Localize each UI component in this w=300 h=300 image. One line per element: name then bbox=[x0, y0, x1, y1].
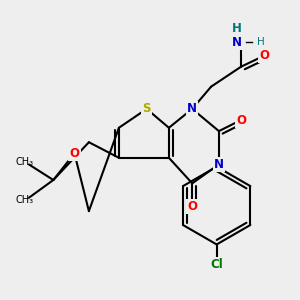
Text: O: O bbox=[260, 49, 269, 62]
Text: H: H bbox=[257, 37, 264, 47]
Text: Cl: Cl bbox=[210, 258, 223, 271]
Text: O: O bbox=[187, 200, 197, 213]
Text: H: H bbox=[232, 22, 242, 35]
Text: O: O bbox=[69, 147, 80, 160]
Text: N: N bbox=[214, 158, 224, 171]
Text: O: O bbox=[236, 113, 246, 127]
Text: CH₃: CH₃ bbox=[15, 157, 34, 167]
Text: S: S bbox=[142, 102, 151, 116]
Text: N: N bbox=[232, 36, 242, 49]
Text: N: N bbox=[187, 102, 197, 116]
Text: CH₃: CH₃ bbox=[15, 195, 34, 205]
